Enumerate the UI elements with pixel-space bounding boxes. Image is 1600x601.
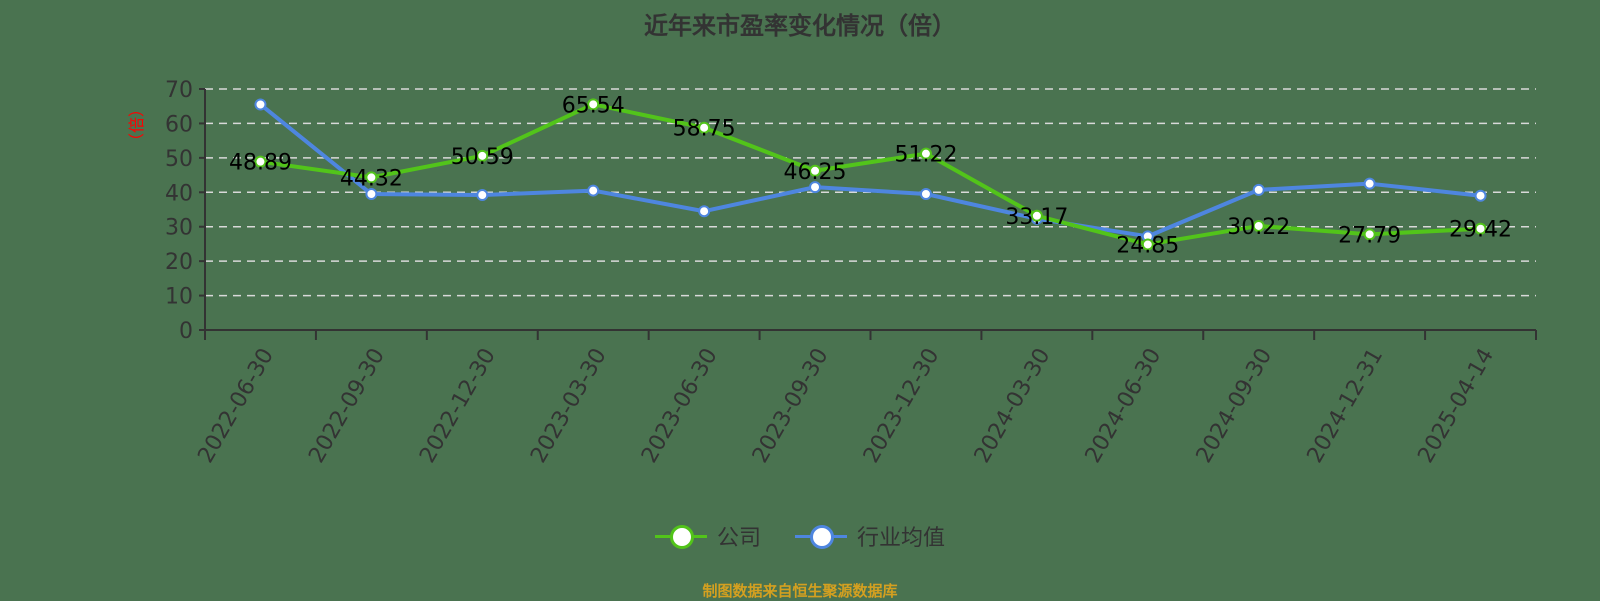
- legend-item-company[interactable]: 公司: [654, 520, 761, 552]
- data-label: 50.59: [451, 145, 514, 170]
- x-tick-label: 2024-03-30: [970, 344, 1056, 467]
- data-point: [254, 98, 267, 111]
- y-axis-label: （倍）: [127, 101, 146, 149]
- x-tick-label: 2024-06-30: [1081, 344, 1167, 467]
- x-tick-label: 2022-09-30: [304, 344, 390, 467]
- data-point: [1252, 219, 1265, 232]
- data-point: [1363, 228, 1376, 241]
- y-tick-label: 60: [165, 112, 193, 137]
- data-point: [698, 205, 711, 218]
- y-tick-label: 20: [165, 250, 193, 275]
- axes: 0 10 20 30 40 50 60 70 2022-06-30 2022-09-30 2022-…: [127, 78, 1537, 467]
- y-tick-label: 30: [165, 216, 193, 241]
- data-label: 29.42: [1449, 218, 1512, 243]
- x-tick-label: 2022-12-30: [415, 344, 501, 467]
- data-label: 24.85: [1116, 233, 1179, 258]
- industry-line-icon: [795, 524, 847, 549]
- company-line-icon: [654, 524, 707, 549]
- data-point: [698, 121, 711, 134]
- x-tick-label: 2022-06-30: [193, 344, 279, 467]
- y-tick-label: 50: [165, 147, 193, 172]
- data-label: 51.22: [894, 143, 957, 168]
- x-tick-label: 2024-09-30: [1192, 344, 1278, 467]
- data-point: [365, 171, 378, 184]
- data-point: [919, 188, 932, 201]
- series-lines: [254, 98, 1487, 251]
- data-point: [1474, 222, 1487, 235]
- data-point: [919, 147, 932, 160]
- legend: 公司 行业均值: [0, 520, 1600, 552]
- x-tick-label: 2023-09-30: [748, 344, 834, 467]
- data-point: [1141, 238, 1154, 251]
- data-point: [1030, 209, 1043, 222]
- data-label: 30.22: [1227, 215, 1290, 240]
- x-tick-label: 2025-04-14: [1413, 344, 1499, 467]
- data-point: [809, 181, 822, 194]
- data-point: [1252, 183, 1265, 196]
- x-tick-label: 2023-06-30: [637, 344, 723, 467]
- industry-line: [259, 102, 1481, 239]
- data-point: [476, 189, 489, 202]
- data-label: 58.75: [673, 117, 736, 142]
- data-point: [365, 188, 378, 201]
- y-tick-label: 10: [165, 285, 193, 310]
- data-label: 27.79: [1338, 223, 1401, 248]
- y-tick-label: 0: [179, 319, 193, 344]
- y-tick-label: 40: [165, 181, 193, 206]
- x-tick-label: 2023-03-30: [526, 344, 612, 467]
- data-label: 65.54: [562, 93, 625, 118]
- x-tick-label: 2024-12-31: [1303, 344, 1389, 467]
- data-label: 48.89: [229, 151, 292, 176]
- data-point: [587, 98, 600, 111]
- data-point: [809, 164, 822, 177]
- data-label: 46.25: [784, 160, 847, 185]
- data-point: [587, 184, 600, 197]
- data-source-note: 制图数据来自恒生聚源数据库: [702, 582, 898, 600]
- legend-label-company: 公司: [716, 526, 761, 551]
- company-line: [260, 102, 1481, 247]
- data-point: [254, 155, 267, 168]
- y-tick-label: 70: [165, 78, 193, 103]
- data-label: 33.17: [1005, 205, 1068, 230]
- chart-title: 近年来市盈率变化情况（倍）: [644, 12, 956, 40]
- data-labels: 48.89 44.32 50.59 65.54 58.75 46.25 51.22 33.17…: [229, 93, 1512, 258]
- data-point: [1474, 189, 1487, 202]
- legend-item-industry[interactable]: 行业均值: [795, 520, 945, 552]
- x-tick-label: 2023-12-30: [859, 344, 945, 467]
- data-point: [476, 149, 489, 162]
- legend-label-industry: 行业均值: [857, 526, 946, 551]
- data-point: [1363, 177, 1376, 190]
- data-label: 44.32: [340, 166, 403, 191]
